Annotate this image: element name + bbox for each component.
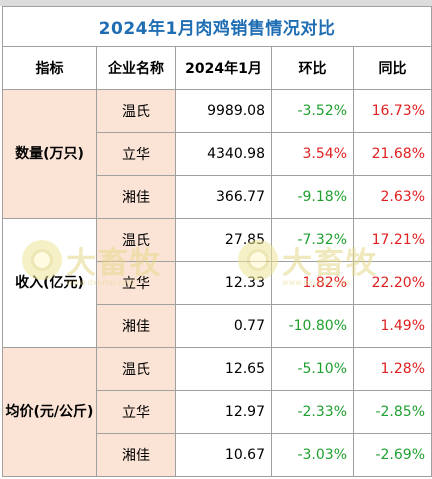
- value-cell: 0.77: [175, 304, 272, 348]
- yoy-cell: -2.69%: [353, 433, 432, 477]
- company-cell: 温氏: [96, 347, 176, 391]
- group-label-quantity: 数量(万只): [2, 89, 97, 219]
- mom-cell: -5.10%: [271, 347, 354, 391]
- table-row: 湘佳 10.67 -3.03% -2.69%: [3, 433, 432, 477]
- table-row: 收入(亿元) 温氏 27.85 -7.32% 17.21%: [2, 218, 432, 348]
- mom-cell: 1.82%: [271, 261, 354, 305]
- mom-cell: 3.54%: [271, 132, 354, 176]
- company-cell: 湘佳: [96, 433, 176, 477]
- company-cell: 立华: [96, 390, 176, 434]
- table-row: 均价(元/公斤) 温氏 12.65 -5.10% 1.28%: [2, 347, 432, 477]
- table-row: 立华 4340.98 3.54% 21.68%: [3, 132, 432, 176]
- sales-table: 2024年1月肉鸡销售情况对比 指标 企业名称 2024年1月 环比 同比 数量…: [2, 6, 432, 477]
- header-yoy: 同比: [353, 46, 432, 90]
- yoy-cell: 1.28%: [353, 347, 432, 391]
- company-cell: 温氏: [96, 89, 176, 133]
- group-label-avg-price: 均价(元/公斤): [2, 347, 97, 477]
- value-cell: 10.67: [175, 433, 272, 477]
- mom-cell: -2.33%: [271, 390, 354, 434]
- mom-cell: -7.32%: [271, 218, 354, 262]
- mom-cell: -3.03%: [271, 433, 354, 477]
- value-cell: 27.85: [175, 218, 272, 262]
- company-cell: 温氏: [96, 218, 176, 262]
- company-cell: 湘佳: [96, 175, 176, 219]
- sheet-top-strip: [0, 0, 432, 6]
- title-row: 2024年1月肉鸡销售情况对比: [2, 6, 432, 47]
- value-cell: 12.97: [175, 390, 272, 434]
- table-title: 2024年1月肉鸡销售情况对比: [2, 6, 432, 47]
- yoy-cell: -2.85%: [353, 390, 432, 434]
- yoy-cell: 22.20%: [353, 261, 432, 305]
- company-cell: 湘佳: [96, 304, 176, 348]
- mom-cell: -9.18%: [271, 175, 354, 219]
- table-row: 湘佳 0.77 -10.80% 1.49%: [3, 304, 432, 348]
- yoy-cell: 21.68%: [353, 132, 432, 176]
- spreadsheet: 2024年1月肉鸡销售情况对比 指标 企业名称 2024年1月 环比 同比 数量…: [2, 6, 432, 477]
- table-row: 数量(万只) 温氏 9989.08 -3.52% 16.73%: [2, 89, 432, 219]
- value-cell: 9989.08: [175, 89, 272, 133]
- value-cell: 12.65: [175, 347, 272, 391]
- company-cell: 立华: [96, 132, 176, 176]
- table-row: 湘佳 366.77 -9.18% 2.63%: [3, 175, 432, 219]
- header-company: 企业名称: [96, 46, 176, 90]
- group-label-revenue: 收入(亿元): [2, 218, 97, 348]
- yoy-cell: 1.49%: [353, 304, 432, 348]
- yoy-cell: 2.63%: [353, 175, 432, 219]
- yoy-cell: 17.21%: [353, 218, 432, 262]
- value-cell: 366.77: [175, 175, 272, 219]
- value-cell: 12.33: [175, 261, 272, 305]
- value-cell: 4340.98: [175, 132, 272, 176]
- header-month: 2024年1月: [175, 46, 272, 90]
- mom-cell: -3.52%: [271, 89, 354, 133]
- company-cell: 立华: [96, 261, 176, 305]
- yoy-cell: 16.73%: [353, 89, 432, 133]
- header-mom: 环比: [271, 46, 354, 90]
- mom-cell: -10.80%: [271, 304, 354, 348]
- header-indicator: 指标: [2, 46, 97, 90]
- table-row: 立华 12.97 -2.33% -2.85%: [3, 390, 432, 434]
- header-row: 指标 企业名称 2024年1月 环比 同比: [2, 46, 432, 90]
